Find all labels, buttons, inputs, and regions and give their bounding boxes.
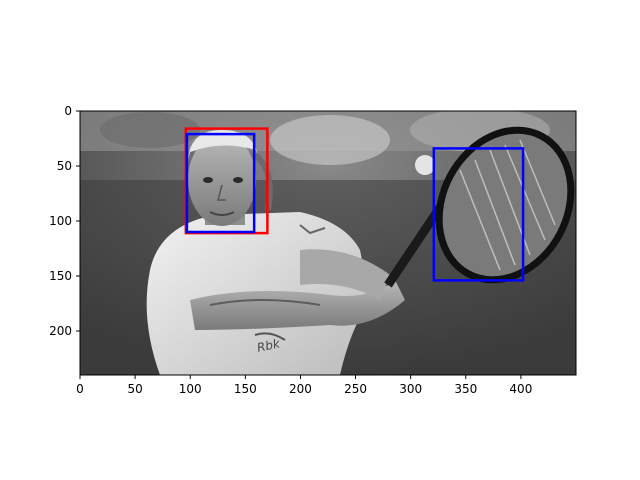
- tennis-player-photo: Rbk: [80, 111, 576, 375]
- svg-text:Rbk: Rbk: [256, 336, 282, 355]
- x-axis-ticks: 0 50 100 150 200 250 300 350 400: [76, 375, 532, 396]
- x-tick-label: 150: [234, 382, 257, 396]
- x-tick-label: 50: [127, 382, 142, 396]
- y-tick-label: 200: [49, 324, 72, 338]
- y-tick-label: 100: [49, 214, 72, 228]
- x-tick-label: 400: [509, 382, 532, 396]
- y-tick-label: 0: [64, 104, 72, 118]
- bounding-box-1: [185, 132, 256, 234]
- bounding-boxes: [184, 127, 525, 282]
- axes-frame: [79, 110, 577, 376]
- x-tick-label: 300: [399, 382, 422, 396]
- y-tick-label: 150: [49, 269, 72, 283]
- bounding-box-2: [432, 147, 525, 282]
- y-tick-label: 50: [57, 159, 72, 173]
- x-tick-label: 250: [344, 382, 367, 396]
- y-axis-ticks: 0 50 100 150 200: [49, 104, 80, 338]
- x-tick-label: 0: [76, 382, 84, 396]
- x-tick-label: 350: [454, 382, 477, 396]
- x-tick-label: 100: [179, 382, 202, 396]
- x-tick-label: 200: [289, 382, 312, 396]
